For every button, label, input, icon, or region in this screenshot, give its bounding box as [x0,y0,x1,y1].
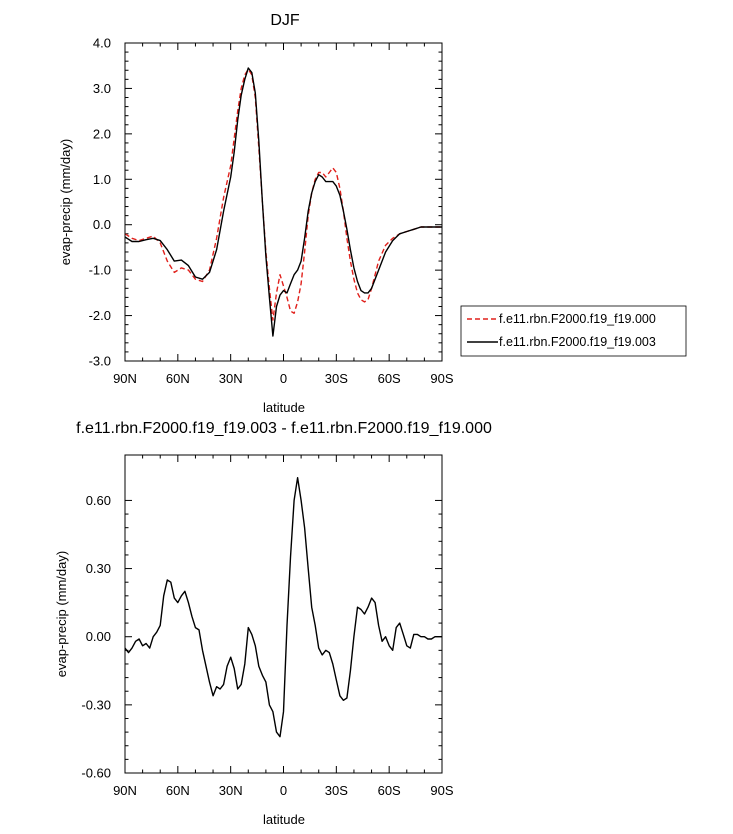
x-tick-label: 60N [166,783,190,798]
top-y-tick-labels: 4.0 3.0 2.0 1.0 0.0 -1.0 -2.0 -3.0 [89,36,111,369]
y-tick-label: -0.60 [81,766,111,781]
y-tick-label: 0.0 [93,217,111,232]
bottom-y-tick-labels: 0.60 0.30 0.00 -0.30 -0.60 [81,493,111,781]
top-series-lines [124,67,442,337]
x-tick-label: 90S [430,783,453,798]
x-tick-label: 0 [280,371,287,386]
x-tick-label: 30N [219,783,243,798]
legend-box [460,305,687,357]
y-tick-label: 1.0 [93,172,111,187]
series-line-solid [124,67,442,337]
bottom-series-lines [124,477,442,738]
x-tick-label: 30N [219,371,243,386]
bottom-plot-frame [124,454,443,774]
top-plot-frame [124,42,443,362]
x-tick-label: 90S [430,371,453,386]
top-x-tick-labels: 90N 60N 30N 0 30S 60S 90S [113,371,454,386]
x-tick-label: 30S [325,783,348,798]
legend: f.e11.rbn.F2000.f19_f19.000 f.e11.rbn.F2… [460,305,687,357]
y-tick-label: -3.0 [89,354,111,369]
series-line-solid [124,477,442,738]
y-tick-label: 4.0 [93,36,111,51]
y-tick-label: 0.60 [86,493,111,508]
y-tick-label: -2.0 [89,308,111,323]
bottom-x-axis-label: latitude [263,812,305,827]
top-y-axis-label: evap-precip (mm/day) [58,139,73,265]
bottom-panel: f.e11.rbn.F2000.f19_f19.003 - f.e11.rbn.… [54,420,492,827]
bottom-x-tick-labels: 90N 60N 30N 0 30S 60S 90S [113,783,454,798]
top-axis-ticks [124,42,443,362]
bottom-axis-ticks [124,455,443,774]
x-tick-label: 60S [378,783,401,798]
x-tick-label: 90N [113,783,137,798]
y-tick-label: -0.30 [81,697,111,712]
y-tick-label: -1.0 [89,263,111,278]
legend-label-000: f.e11.rbn.F2000.f19_f19.000 [499,312,656,326]
top-x-axis-label: latitude [263,400,305,415]
top-chart-title: DJF [270,12,300,29]
y-tick-label: 0.30 [86,561,111,576]
legend-label-003: f.e11.rbn.F2000.f19_f19.003 [499,335,656,349]
bottom-chart-title: f.e11.rbn.F2000.f19_f19.003 - f.e11.rbn.… [76,420,492,437]
bottom-y-axis-label: evap-precip (mm/day) [54,551,69,677]
y-tick-label: 2.0 [93,126,111,141]
series-line-dashed [124,68,442,321]
y-tick-label: 0.00 [86,629,111,644]
top-panel: DJF 90N 60N 30N 0 30S 60S 90S 4.0 3.0 2.0 1.0 0.0 -… [58,12,687,415]
x-tick-label: 60S [378,371,401,386]
x-tick-label: 90N [113,371,137,386]
x-tick-label: 60N [166,371,190,386]
x-tick-label: 30S [325,371,348,386]
y-tick-label: 3.0 [93,81,111,96]
x-tick-label: 0 [280,783,287,798]
